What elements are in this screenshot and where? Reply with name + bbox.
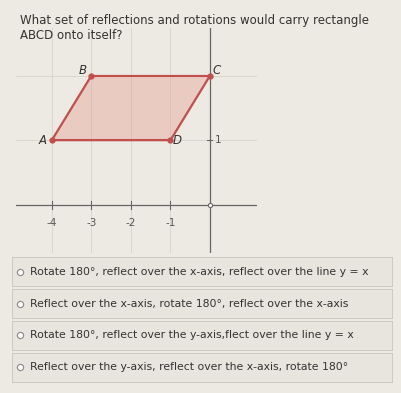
Text: D: D [172, 134, 182, 147]
Text: Rotate 180°, reflect over the y-axis,​flect over the line y = x: Rotate 180°, reflect over the y-axis,​fl… [30, 331, 353, 340]
Text: -1: -1 [165, 218, 175, 228]
Text: -4: -4 [47, 218, 57, 228]
Polygon shape [52, 76, 209, 141]
Text: 1: 1 [214, 136, 221, 145]
Text: -3: -3 [86, 218, 96, 228]
Text: A: A [39, 134, 47, 147]
Text: C: C [212, 64, 221, 77]
Text: -2: -2 [125, 218, 136, 228]
Text: Reflect over the y-axis, reflect over the x-axis, rotate 180°: Reflect over the y-axis, reflect over th… [30, 362, 348, 372]
Text: B: B [78, 64, 86, 77]
Text: Reflect over the x-axis, rotate 180°, reflect over the x-axis: Reflect over the x-axis, rotate 180°, re… [30, 299, 348, 309]
Text: Rotate 180°, reflect over the x-axis, reflect over the line y = x: Rotate 180°, reflect over the x-axis, re… [30, 267, 368, 277]
Text: What set of reflections and rotations would carry rectangle ABCD onto itself?: What set of reflections and rotations wo… [20, 14, 368, 42]
